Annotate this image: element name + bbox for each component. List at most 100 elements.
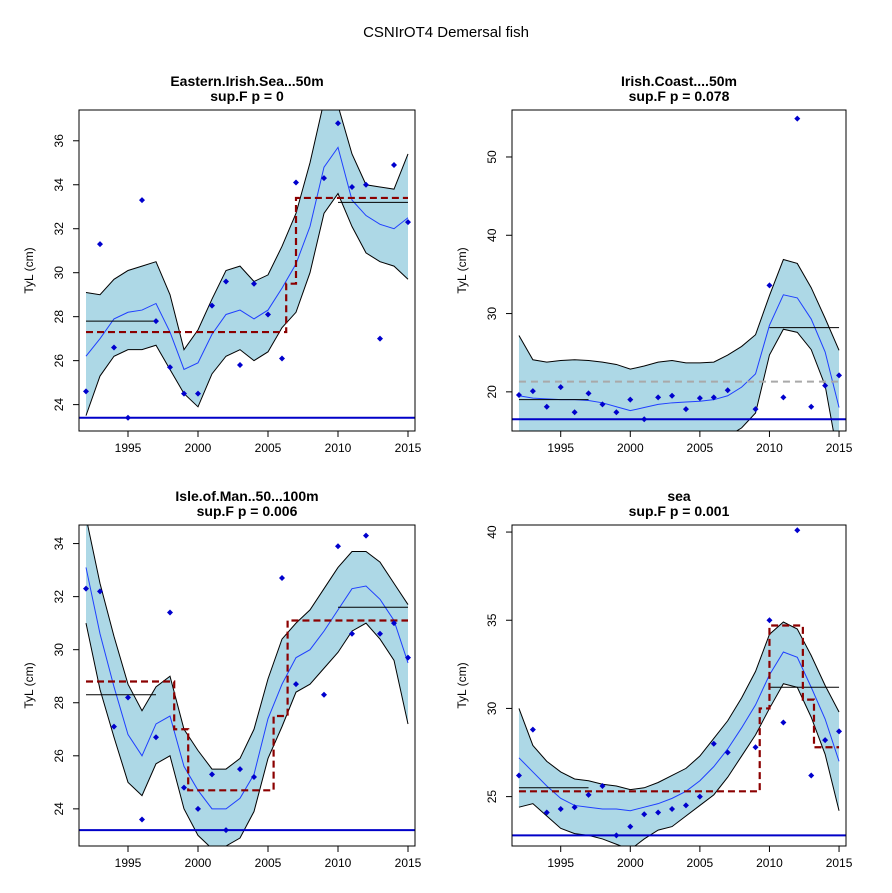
- data-point: [599, 783, 606, 790]
- data-point: [265, 311, 271, 318]
- data-point: [655, 394, 662, 401]
- data-point: [125, 694, 131, 701]
- y-tick-label: 32: [52, 222, 66, 236]
- x-tick-label: 2010: [325, 856, 352, 870]
- y-axis-label: TyL (cm): [455, 247, 469, 293]
- data-point: [641, 811, 648, 818]
- panel-title: sea: [667, 488, 691, 504]
- data-point: [97, 588, 103, 595]
- data-point: [335, 120, 341, 127]
- x-tick-label: 2010: [756, 856, 783, 870]
- data-point: [195, 390, 201, 397]
- y-tick-label: 30: [485, 307, 499, 321]
- data-point: [111, 723, 117, 730]
- data-point: [237, 766, 243, 773]
- data-point: [682, 406, 689, 413]
- band-lower-edge: [735, 328, 834, 431]
- data-point: [752, 744, 759, 751]
- data-point: [349, 630, 355, 637]
- data-point: [696, 793, 703, 800]
- data-point: [251, 774, 257, 781]
- data-point: [349, 183, 355, 190]
- data-point: [391, 620, 397, 627]
- plot-frame: [78, 109, 416, 432]
- panel-title: Irish.Coast....50m: [621, 73, 737, 89]
- data-point: [391, 161, 397, 168]
- x-tick-label: 2010: [325, 441, 352, 455]
- data-point: [710, 740, 717, 747]
- x-tick-label: 2005: [255, 441, 282, 455]
- data-point: [83, 388, 89, 395]
- x-tick-label: 2010: [756, 441, 783, 455]
- data-point: [627, 823, 634, 830]
- y-axis-label: TyL (cm): [22, 247, 36, 293]
- data-point: [571, 804, 578, 811]
- panel-subtitle: sup.F p = 0: [210, 88, 284, 104]
- data-point: [794, 115, 801, 122]
- data-point: [752, 406, 759, 413]
- step-regime-line: [86, 196, 408, 334]
- step-regime-line: [518, 624, 840, 793]
- y-tick-label: 28: [52, 696, 66, 710]
- data-point: [377, 335, 383, 342]
- data-point: [724, 387, 731, 394]
- data-point: [515, 772, 522, 779]
- y-tick-label: 28: [52, 310, 66, 324]
- data-point: [766, 282, 773, 289]
- data-point: [836, 372, 843, 379]
- band-lower-edge: [518, 683, 840, 846]
- data-point: [585, 791, 592, 798]
- data-point: [167, 364, 173, 371]
- trend-line: [85, 567, 409, 810]
- plot-frame: [78, 524, 416, 847]
- y-tick-label: 25: [485, 790, 499, 804]
- x-tick-label: 2000: [185, 856, 212, 870]
- data-point: [655, 809, 662, 816]
- data-point: [377, 630, 383, 637]
- data-point: [780, 394, 787, 401]
- panel-title: Isle.of.Man..50...100m: [175, 488, 318, 504]
- data-point: [669, 392, 676, 399]
- data-point: [83, 585, 89, 592]
- plot-area: [512, 527, 846, 846]
- band-upper-edge: [518, 621, 840, 791]
- data-point: [223, 278, 229, 285]
- y-tick-label: 34: [52, 178, 66, 192]
- y-tick-label: 24: [52, 398, 66, 412]
- data-point: [766, 617, 773, 624]
- data-point: [515, 391, 522, 398]
- data-point: [599, 401, 606, 408]
- data-point: [808, 772, 815, 779]
- band-lower-edge: [85, 192, 409, 416]
- confidence-band: [86, 110, 408, 416]
- x-tick-label: 2015: [395, 856, 422, 870]
- data-point: [543, 809, 550, 816]
- y-tick-label: 30: [52, 266, 66, 280]
- y-tick-label: 26: [52, 354, 66, 368]
- data-point: [557, 384, 564, 391]
- y-axis-label: TyL (cm): [22, 662, 36, 708]
- data-point: [251, 280, 257, 287]
- data-point: [822, 382, 829, 389]
- data-point: [139, 197, 145, 204]
- x-tick-label: 2005: [255, 856, 282, 870]
- y-tick-label: 40: [485, 228, 499, 242]
- y-tick-label: 50: [485, 150, 499, 164]
- data-point: [209, 771, 215, 778]
- data-point: [710, 394, 717, 401]
- data-point: [125, 414, 131, 421]
- data-point: [335, 543, 341, 550]
- x-tick-label: 2000: [185, 441, 212, 455]
- data-point: [195, 805, 201, 812]
- plot-area: [512, 115, 846, 431]
- panel-title: Eastern.Irish.Sea...50m: [170, 73, 323, 89]
- band-upper-edge: [518, 258, 840, 370]
- x-tick-label: 2005: [687, 441, 714, 455]
- confidence-band: [518, 622, 840, 846]
- x-tick-label: 1995: [547, 441, 574, 455]
- data-point: [557, 805, 564, 812]
- data-point: [321, 691, 327, 698]
